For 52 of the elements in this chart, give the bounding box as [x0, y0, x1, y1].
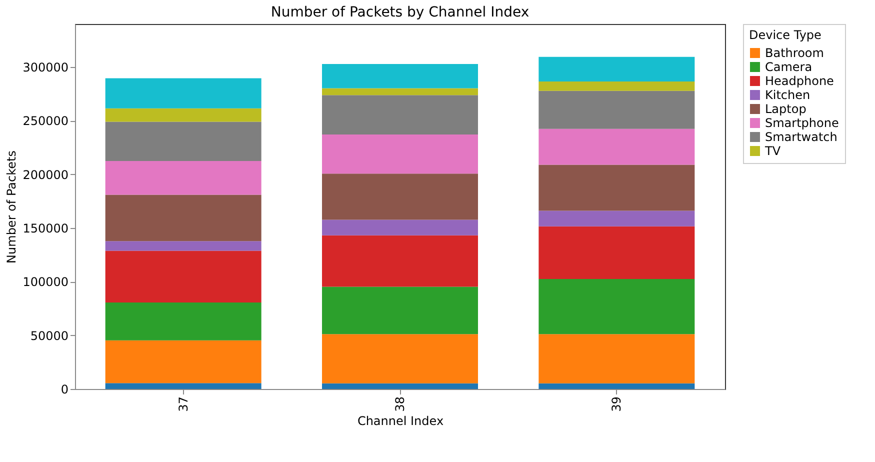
legend-title: Device Type — [749, 28, 822, 42]
legend-label: Laptop — [765, 102, 806, 116]
bar — [105, 108, 262, 122]
bar — [322, 95, 478, 134]
x-tick-label: 38 — [393, 396, 407, 412]
bar — [538, 383, 695, 389]
bar — [538, 82, 695, 91]
bar — [322, 220, 478, 236]
y-tick-label: 300000 — [22, 60, 68, 74]
bar — [105, 340, 262, 384]
bar — [538, 164, 695, 211]
y-tick-label: 50000 — [30, 328, 68, 343]
y-axis-title: Number of Packets — [4, 150, 19, 264]
bar — [538, 90, 695, 129]
bar — [105, 250, 262, 302]
x-tick-label: 39 — [610, 396, 624, 412]
chart-title: Number of Packets by Channel Index — [270, 4, 530, 20]
y-tick-label: 0 — [60, 382, 68, 396]
bar — [105, 302, 262, 340]
legend-label: Smartwatch — [765, 130, 838, 144]
legend-label: TV — [764, 144, 782, 158]
y-tick-label: 100000 — [22, 275, 68, 290]
bar — [105, 160, 262, 195]
bar — [105, 383, 262, 389]
x-tick-label: 37 — [176, 396, 190, 412]
legend-label: Smartphone — [765, 116, 839, 130]
legend-label: Bathroom — [765, 46, 824, 60]
bar — [538, 334, 695, 384]
x-axis-title: Channel Index — [357, 414, 444, 428]
bar — [538, 226, 695, 279]
bar — [105, 122, 262, 161]
bar — [322, 235, 478, 287]
bar — [322, 286, 478, 334]
bar — [322, 64, 478, 88]
bar — [105, 241, 262, 251]
legend-label: Headphone — [765, 74, 834, 88]
bar — [105, 78, 262, 108]
y-tick-label: 150000 — [22, 221, 68, 236]
legend-label: Kitchen — [765, 88, 810, 102]
y-tick-label: 250000 — [22, 114, 68, 128]
bar — [322, 334, 478, 384]
bar — [105, 194, 262, 242]
y-tick-label: 200000 — [22, 168, 68, 182]
bar — [322, 383, 478, 389]
bar — [538, 128, 695, 165]
bar — [322, 174, 478, 220]
bar — [538, 210, 695, 226]
bar — [538, 56, 695, 82]
bar — [322, 88, 478, 96]
legend-label: Camera — [765, 60, 812, 74]
bar — [322, 134, 478, 174]
bar — [538, 278, 695, 334]
